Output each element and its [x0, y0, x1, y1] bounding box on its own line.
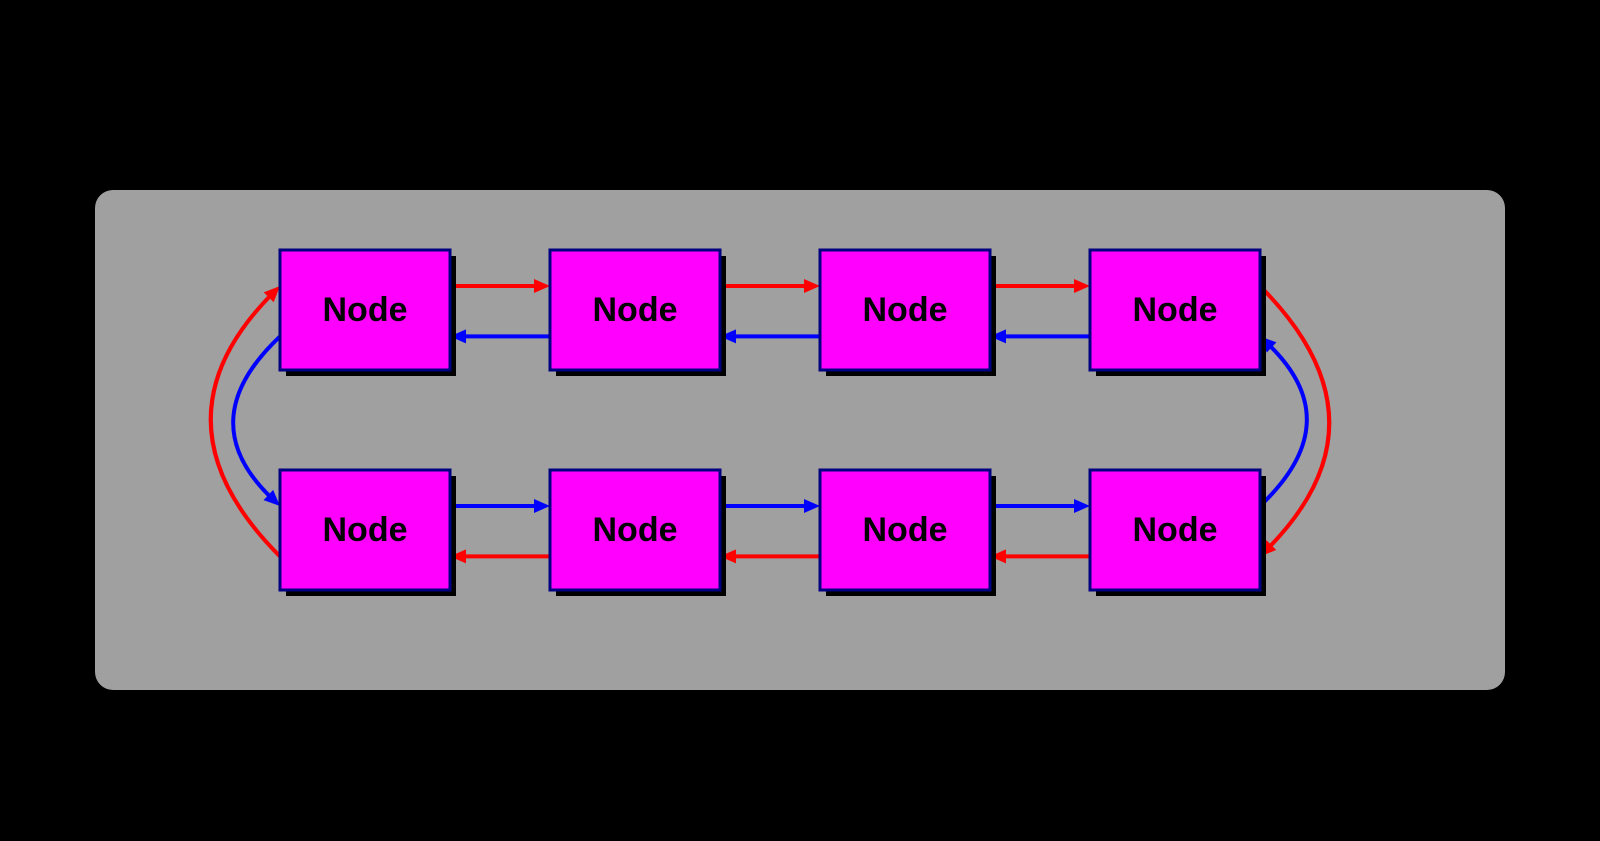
node: Node	[820, 470, 996, 596]
ring-network-diagram: Node Node Node Node Node Node Node Node	[0, 0, 1600, 841]
node: Node	[550, 470, 726, 596]
node-label: Node	[593, 291, 678, 329]
node-label: Node	[323, 511, 408, 549]
node-label: Node	[1133, 291, 1218, 329]
node-label: Node	[863, 291, 948, 329]
node-label: Node	[1133, 511, 1218, 549]
node: Node	[280, 250, 456, 376]
node-label: Node	[323, 291, 408, 329]
node: Node	[820, 250, 996, 376]
node: Node	[1090, 250, 1266, 376]
node: Node	[280, 470, 456, 596]
node: Node	[1090, 470, 1266, 596]
node-label: Node	[863, 511, 948, 549]
node: Node	[550, 250, 726, 376]
node-label: Node	[593, 511, 678, 549]
